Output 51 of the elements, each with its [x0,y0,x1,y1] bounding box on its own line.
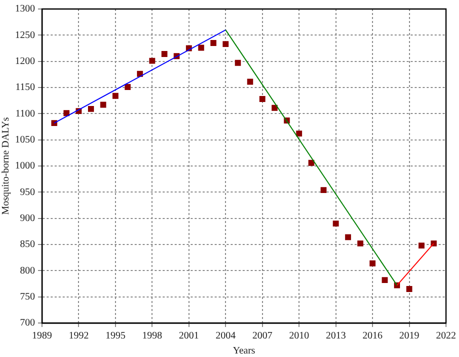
point [382,277,388,284]
y-tick-label: 1100 [15,108,35,120]
y-axis-title: Mosquito-borne DALYs [0,117,12,215]
point [332,220,339,227]
x-tick-label: 2019 [399,330,420,342]
point [64,110,70,116]
point [308,160,314,166]
point [100,102,106,108]
point [406,286,412,292]
x-tick-label: 2022 [436,330,456,342]
y-tick-label: 1000 [15,160,35,172]
y-tick-label: 900 [20,212,35,224]
x-tick-label: 2001 [178,330,199,342]
point [296,130,302,137]
point [161,51,168,57]
x-tick-label: 1995 [105,330,126,342]
point [259,96,266,102]
point [357,240,364,246]
x-tick-label: 1989 [32,330,52,342]
x-axis-title: Years [232,346,256,357]
point [124,84,131,90]
y-tick-label: 800 [20,265,35,276]
y-tick-label: 700 [20,318,35,329]
x-tick-label: 1998 [142,330,162,342]
point [149,58,156,64]
x-tick-label: 2016 [362,330,383,342]
x-tick-label: 2013 [326,330,346,342]
point [234,60,241,66]
point [210,40,216,46]
y-tick-label: 750 [20,291,35,302]
x-tick-label: 2007 [252,330,272,342]
x-tick-label: 2004 [216,330,236,342]
point [370,260,376,266]
point [272,104,278,111]
y-tick-label: 850 [20,239,35,250]
point [247,78,254,85]
point [345,234,352,240]
y-tick-label: 1300 [15,4,35,15]
point [88,106,94,112]
point [198,44,204,51]
x-tick-label: 1992 [68,330,89,342]
point [222,41,229,48]
y-tick-label: 1150 [15,82,35,94]
point [112,92,118,99]
point [418,242,424,249]
y-tick-label: 1200 [15,56,35,67]
y-tick-label: 1050 [15,134,35,146]
x-tick-label: 2010 [289,330,310,342]
y-tick-label: 950 [20,186,35,198]
y-tick-label: 1250 [15,30,35,41]
point [320,187,327,194]
